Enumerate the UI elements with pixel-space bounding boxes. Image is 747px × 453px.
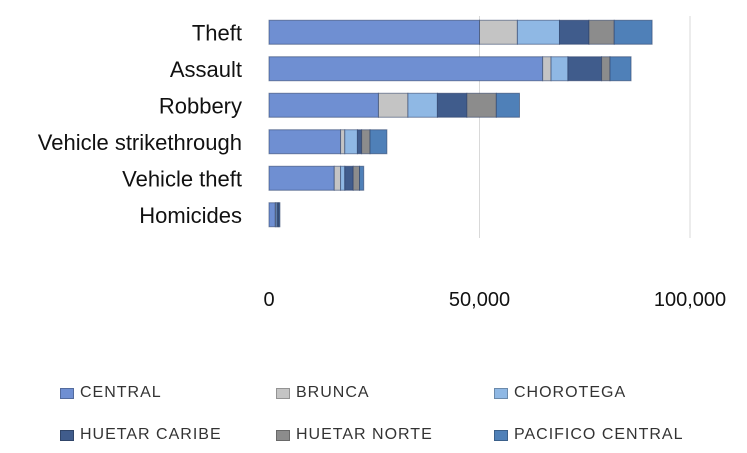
gridlines [479,16,691,238]
bar-segment-chorotega [344,129,358,155]
bar-segment-pacifico-central [278,202,281,228]
bar-segment-central [268,202,276,228]
legend-label: HUETAR CARIBE [80,426,222,443]
x-tick-label: 50,000 [449,289,510,311]
legend-swatch [276,429,290,441]
bar-segment-pacifico-central [495,92,520,118]
bar-segment-huetar-caribe [344,165,354,191]
legend-label: HUETAR NORTE [296,426,433,443]
legend-swatch [494,429,508,441]
bar-segment-chorotega [550,56,569,82]
category-label: Theft [192,20,242,45]
bar-segment-central [268,129,342,155]
bar-segment-central [268,92,379,118]
legend-item: CHOROTEGA [494,384,626,402]
bar-segment-chorotega [516,19,560,45]
legend-label: PACIFICO CENTRAL [514,426,684,443]
category-labels: Theft Assault Robbery Vehicle strikethrough… [38,20,242,228]
x-tick-label: 0 [263,289,274,311]
bar-segment-pacifico-central [359,165,365,191]
legend-label: BRUNCA [296,384,370,401]
x-axis-ticks: 0 50,000 100,000 [263,289,726,311]
category-label: Robbery [159,93,242,118]
legend-item: BRUNCA [276,384,370,402]
bar-segment-huetar-norte [588,19,615,45]
legend-item: HUETAR NORTE [276,426,433,444]
bar-segment-brunca [542,56,552,82]
legend-label: CHOROTEGA [514,384,627,401]
legend-swatch [276,387,290,399]
bars [268,19,653,228]
bar-segment-brunca [479,19,518,45]
bar-segment-huetar-caribe [558,19,590,45]
legend-item: PACIFICO CENTRAL [494,426,684,444]
legend-item: CENTRAL [60,384,162,402]
bar-segment-chorotega [407,92,438,118]
bar-segment-huetar-caribe [567,56,603,82]
bar-segment-huetar-norte [466,92,497,118]
bar-segment-pacifico-central [369,129,388,155]
bar-segment-central [268,165,335,191]
bar-segment-huetar-caribe [356,129,363,155]
bar-segment-brunca [340,129,346,155]
bar-segment-pacifico-central [613,19,653,45]
category-label: Homicides [139,203,242,228]
bar-segment-huetar-norte [601,56,611,82]
bar-segment-brunca [377,92,409,118]
legend: CENTRAL BRUNCA CHOROTEGA HUETAR CARIBE HUETA… [60,380,740,450]
x-tick-label: 100,000 [654,289,726,311]
legend-swatch [60,429,74,441]
legend-swatch [494,387,508,399]
legend-item: HUETAR CARIBE [60,426,222,444]
bar-segment-huetar-caribe [436,92,468,118]
legend-swatch [60,387,74,399]
category-label: Vehicle theft [122,166,242,191]
legend-label: CENTRAL [80,384,162,401]
bar-segment-pacifico-central [609,56,632,82]
category-label: Vehicle strikethrough [38,130,242,155]
bar-segment-chorotega [340,165,346,191]
bar-segment-huetar-norte [361,129,371,155]
bar-segment-brunca [333,165,342,191]
bar-segment-huetar-norte [352,165,361,191]
bar-segment-central [268,56,544,82]
stacked-bar-chart: Theft Assault Robbery Vehicle strikethrough… [38,16,726,311]
bar-segment-central [268,19,480,45]
category-label: Assault [170,57,242,82]
